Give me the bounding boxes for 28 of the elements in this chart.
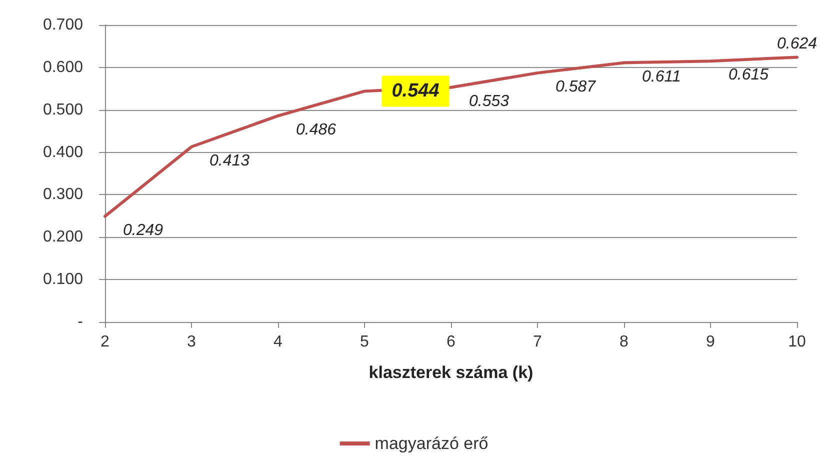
y-tick-label: - — [78, 314, 83, 330]
data-label: 0.413 — [210, 152, 250, 170]
y-tick-label: 0.100 — [42, 271, 84, 288]
x-tick-label: 5 — [360, 334, 370, 350]
x-tick-label: 4 — [274, 334, 283, 350]
x-tick-label: 7 — [533, 334, 542, 350]
y-tick-label: 0.500 — [42, 101, 84, 118]
x-tick-label: 6 — [446, 334, 456, 350]
annotation: 0.544 — [392, 80, 440, 102]
y-tick-label: 0.200 — [42, 228, 84, 246]
data-label: 0.553 — [469, 92, 510, 110]
data-label: 0.615 — [728, 66, 769, 84]
data-label: 0.587 — [556, 78, 597, 96]
data-label: 0.624 — [776, 36, 818, 53]
data-label: 0.486 — [296, 121, 336, 138]
x-tick-label: 10 — [788, 334, 806, 350]
data-label: 0.611 — [642, 68, 681, 86]
x-tick-label: 3 — [187, 334, 196, 350]
y-tick-label: 0.300 — [42, 186, 84, 204]
x-tick-label: 9 — [706, 334, 716, 350]
y-tick-label: 0.400 — [42, 144, 84, 161]
y-tick-label: 0.600 — [42, 58, 84, 76]
x-tick-label: 8 — [620, 334, 629, 350]
legend-label: magyarázó erő — [374, 434, 488, 453]
x-tick-label: 2 — [100, 334, 110, 350]
y-tick-label: 0.700 — [42, 16, 84, 34]
data-label: 0.249 — [123, 222, 164, 239]
x-axis-title: klaszterek száma (k) — [368, 363, 534, 382]
